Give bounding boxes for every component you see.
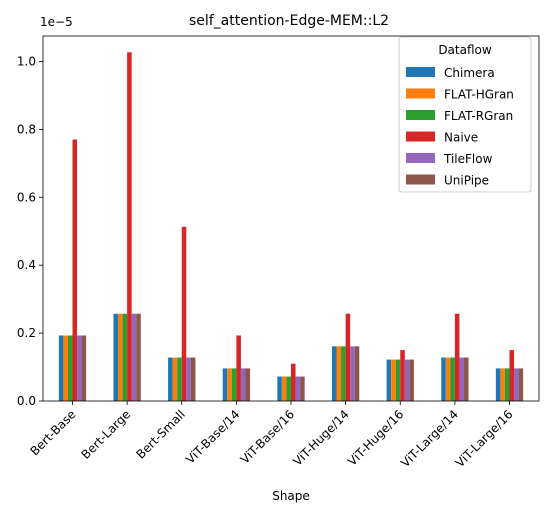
bar-naive-4 xyxy=(291,363,296,401)
bar-chimera-5 xyxy=(331,346,337,401)
bar-unipipe-2 xyxy=(190,357,196,401)
x-tick-label: ViT-Large/16 xyxy=(453,407,516,470)
bar-flat-rgran-5 xyxy=(341,346,346,401)
legend-swatch-naive xyxy=(406,131,435,142)
bar-naive-1 xyxy=(127,52,132,402)
x-tick-label: ViT-Base/14 xyxy=(183,407,242,466)
y-tick-label: 1.0 xyxy=(17,54,36,68)
legend-swatch-chimera xyxy=(406,67,435,77)
bar-flat-rgran-3 xyxy=(231,368,237,401)
legend-label-chimera: Chimera xyxy=(444,66,495,80)
bar-flat-hgran-7 xyxy=(445,357,451,401)
bar-flat-rgran-0 xyxy=(67,335,73,401)
bar-tileflow-7 xyxy=(459,357,464,401)
bar-chimera-7 xyxy=(441,357,446,401)
y-tick-label: 0.4 xyxy=(17,258,36,272)
bar-unipipe-5 xyxy=(354,346,360,401)
bar-unipipe-7 xyxy=(463,357,469,401)
bar-unipipe-0 xyxy=(81,335,87,401)
bars-group xyxy=(58,52,524,402)
bar-naive-5 xyxy=(345,313,351,401)
bar-tileflow-4 xyxy=(295,376,301,401)
y-scale-label: 1e−5 xyxy=(40,15,73,29)
legend-label-flat-hgran: FLAT-HGran xyxy=(444,88,514,102)
bar-naive-0 xyxy=(72,139,78,401)
x-tick-label: ViT-Huge/14 xyxy=(290,407,351,468)
legend-swatch-tileflow xyxy=(406,153,435,163)
bar-tileflow-1 xyxy=(131,313,137,401)
x-tick-label: Bert-Large xyxy=(79,407,134,462)
bar-tileflow-3 xyxy=(240,368,246,401)
bar-tileflow-2 xyxy=(186,357,191,401)
x-tick-label: ViT-Huge/16 xyxy=(345,407,406,468)
bar-flat-rgran-4 xyxy=(286,376,291,401)
bar-chimera-6 xyxy=(386,359,392,401)
legend-label-unipipe: UniPipe xyxy=(444,174,489,188)
bar-flat-hgran-8 xyxy=(500,368,505,401)
legend-label-flat-rgran: FLAT-RGran xyxy=(444,109,513,123)
bar-flat-hgran-4 xyxy=(281,376,287,401)
x-tick-label: ViT-Base/16 xyxy=(238,407,297,466)
bar-naive-6 xyxy=(400,350,405,401)
chart-title: self_attention-Edge-MEM::L2 xyxy=(189,13,389,29)
bar-flat-rgran-8 xyxy=(504,368,510,401)
y-tick-label: 0.6 xyxy=(17,190,36,204)
legend-title: Dataflow xyxy=(438,43,492,57)
bar-tileflow-0 xyxy=(77,335,82,401)
bar-flat-rgran-2 xyxy=(177,357,182,401)
legend-label-tileflow: TileFlow xyxy=(443,152,493,166)
legend-label-naive: Naive xyxy=(444,131,478,145)
bar-unipipe-8 xyxy=(518,368,524,401)
x-axis: Bert-Base Bert-Large Bert-SmallViT-Base/14… xyxy=(27,401,516,470)
bar-chimera-3 xyxy=(222,368,228,401)
bar-chimera-4 xyxy=(277,376,282,401)
bar-naive-2 xyxy=(181,226,187,401)
legend: Dataflow Chimera FLAT-HGran FLAT-RGran Naive… xyxy=(398,36,532,193)
bar-flat-hgran-5 xyxy=(336,346,342,401)
bar-unipipe-6 xyxy=(409,359,414,401)
bar-flat-hgran-6 xyxy=(391,359,396,401)
bar-flat-rgran-1 xyxy=(122,313,128,401)
bar-flat-hgran-0 xyxy=(63,335,68,401)
bar-flat-hgran-2 xyxy=(172,357,178,401)
plot-frame xyxy=(42,35,540,402)
bar-unipipe-3 xyxy=(245,368,251,401)
x-axis-label: Shape xyxy=(272,489,310,503)
bar-flat-rgran-7 xyxy=(450,357,455,401)
bar-chimera-1 xyxy=(113,313,119,401)
legend-swatch-flat-rgran xyxy=(406,110,435,120)
bar-unipipe-4 xyxy=(300,376,305,401)
bar-flat-hgran-1 xyxy=(118,313,123,401)
bar-tileflow-5 xyxy=(350,346,355,401)
y-tick-label: 0.0 xyxy=(17,394,36,408)
y-tick-label: 0.8 xyxy=(17,122,36,136)
bar-tileflow-8 xyxy=(514,368,519,401)
bar-naive-7 xyxy=(454,313,460,401)
bar-naive-8 xyxy=(509,350,515,401)
bar-naive-3 xyxy=(236,335,241,401)
bar-chimera-0 xyxy=(58,335,64,401)
bar-unipipe-1 xyxy=(136,313,141,401)
bar-flat-rgran-6 xyxy=(395,359,401,401)
x-tick-label: Bert-Base xyxy=(27,407,78,458)
x-tick-label: ViT-Large/14 xyxy=(398,407,461,470)
y-axis: 0.0 0.2 0.4 0.6 0.8 1.0 xyxy=(17,54,43,408)
bar-flat-hgran-3 xyxy=(227,368,232,401)
bar-chimera-8 xyxy=(495,368,501,401)
x-tick-label: Bert-Small xyxy=(133,407,187,461)
bar-chimera-2 xyxy=(168,357,173,401)
y-tick-label: 0.2 xyxy=(17,326,36,340)
bar-tileflow-6 xyxy=(404,359,410,401)
legend-swatch-flat-hgran xyxy=(406,88,435,99)
legend-swatch-unipipe xyxy=(406,174,435,185)
